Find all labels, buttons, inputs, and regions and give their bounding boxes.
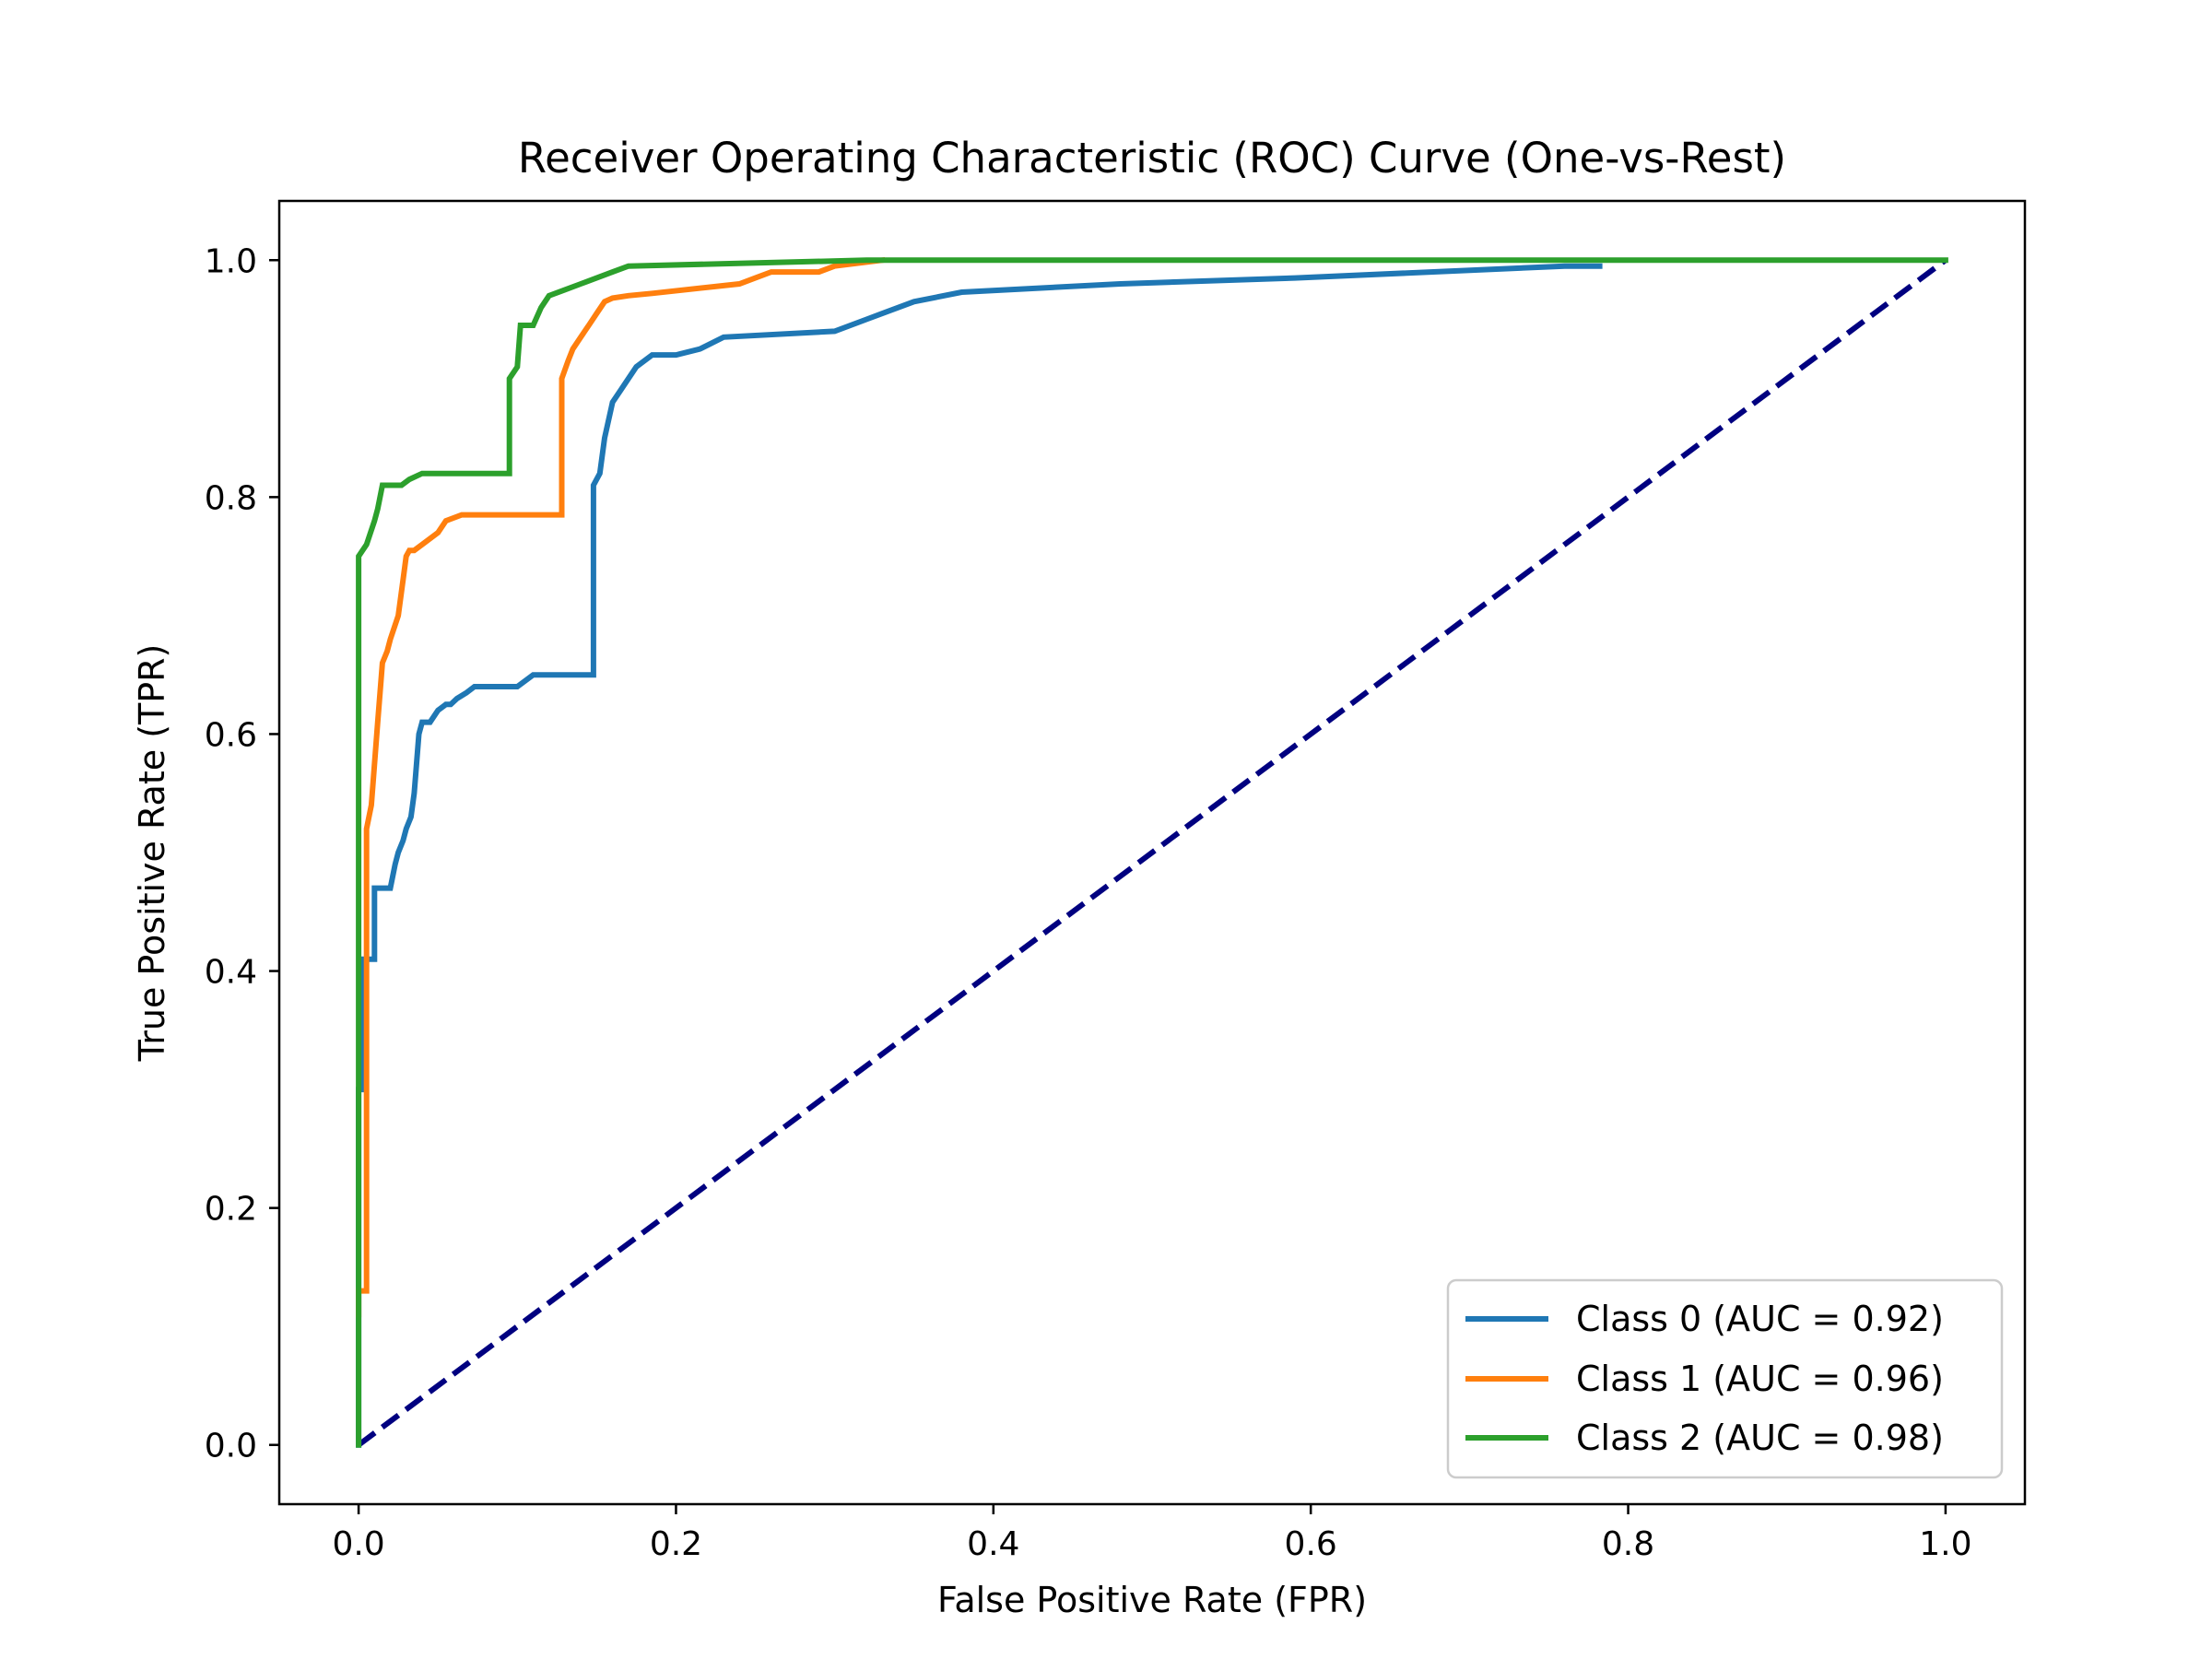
y-axis: 0.0 0.2 0.4 0.6 0.8 1.0 (205, 242, 279, 1465)
x-tick-label: 0.4 (967, 1525, 1019, 1563)
roc-curve-class-1 (356, 256, 886, 1318)
x-tick-label: 0.8 (1602, 1525, 1654, 1563)
x-axis: 0.0 0.2 0.4 0.6 0.8 1.0 (332, 1504, 1972, 1563)
chance-line-layer (357, 257, 1947, 1448)
legend-label-class-2: Class 2 (AUC = 0.98) (1576, 1418, 1944, 1458)
y-tick-label: 0.8 (205, 479, 257, 517)
y-axis-label: True Positive Rate (TPR) (132, 644, 172, 1063)
series-layer (356, 256, 1948, 1448)
legend: Class 0 (AUC = 0.92) Class 1 (AUC = 0.96… (1446, 1278, 2004, 1479)
y-tick-label: 0.2 (205, 1191, 257, 1229)
x-tick-label: 1.0 (1919, 1525, 1971, 1563)
y-tick-label: 1.0 (205, 242, 257, 280)
x-tick-label: 0.0 (332, 1525, 384, 1563)
legend-label-class-1: Class 1 (AUC = 0.96) (1576, 1359, 1944, 1399)
x-tick-label: 0.2 (650, 1525, 702, 1563)
legend-box (1446, 1278, 2004, 1479)
y-tick-label: 0.0 (205, 1428, 257, 1465)
y-tick-label: 0.4 (205, 954, 257, 992)
y-tick-label: 0.6 (205, 716, 257, 754)
x-tick-label: 0.6 (1285, 1525, 1337, 1563)
legend-label-class-0: Class 0 (AUC = 0.92) (1576, 1299, 1944, 1339)
roc-curve-class-0 (356, 263, 1603, 1448)
roc-curve-class-2 (356, 257, 1948, 1448)
plot-frame (277, 199, 2027, 1506)
x-axis-label: False Positive Rate (FPR) (937, 1580, 1367, 1620)
plot-area (277, 199, 2027, 1506)
chart-title: Receiver Operating Characteristic (ROC) … (518, 134, 1786, 182)
chance-diagonal-line (357, 257, 1947, 1448)
